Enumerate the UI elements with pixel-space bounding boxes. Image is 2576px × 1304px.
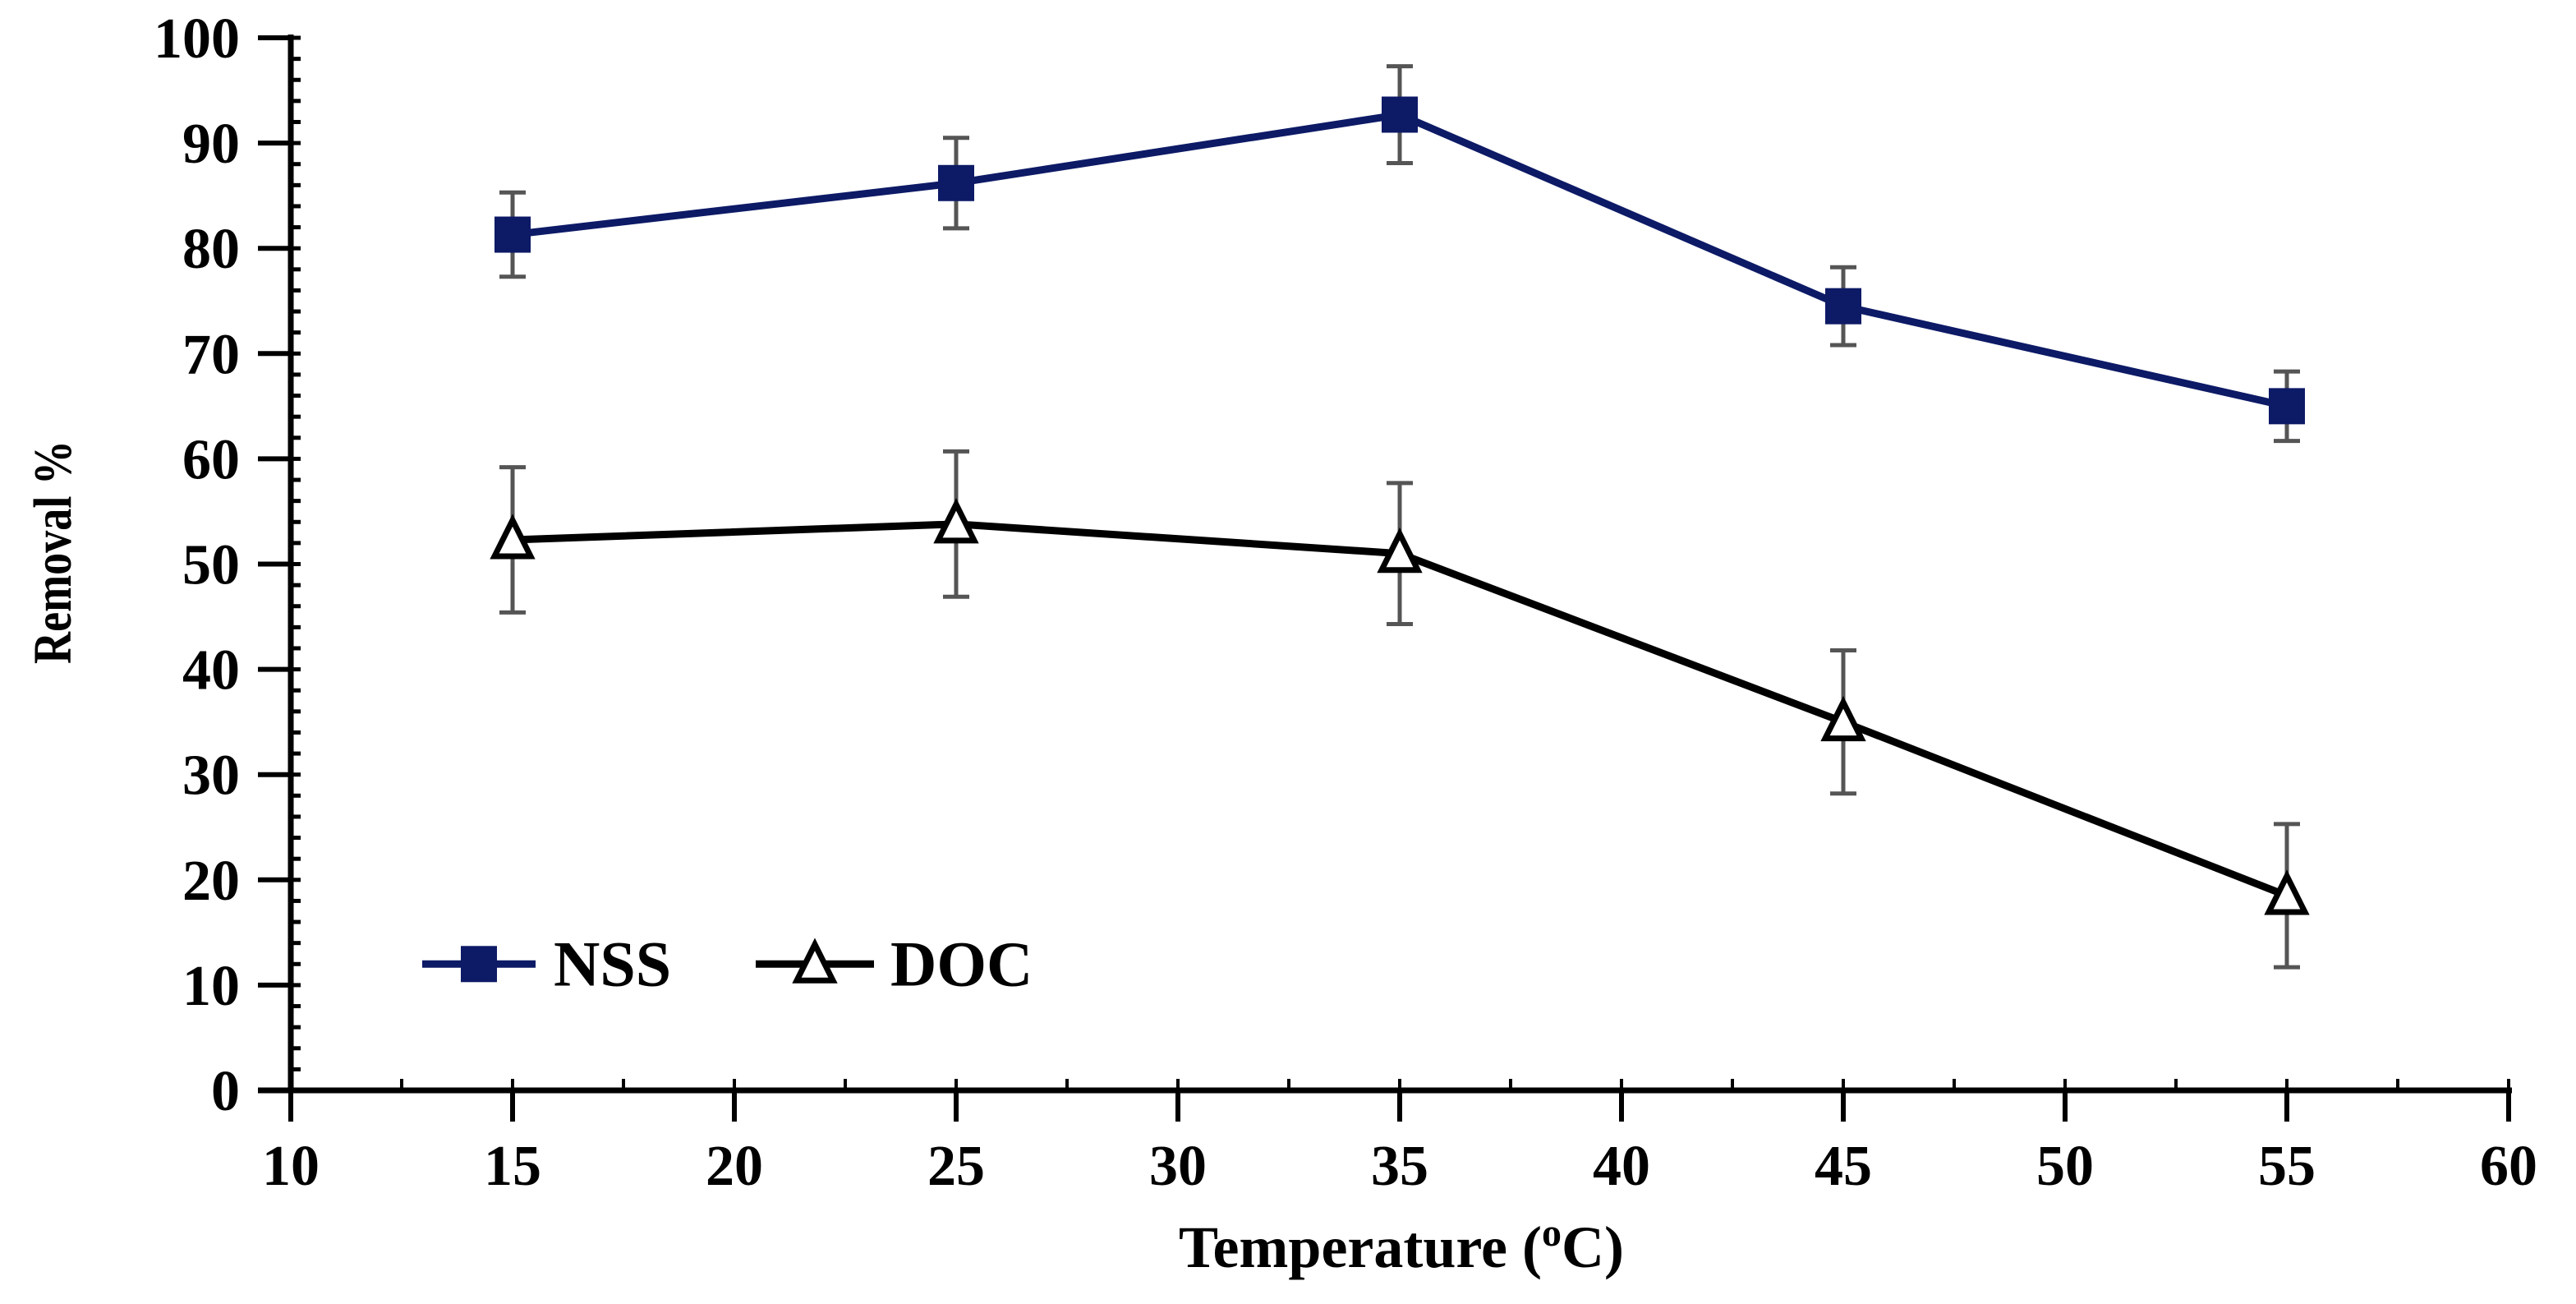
y-tick-label: 10 bbox=[182, 955, 240, 1018]
legend-marker-doc bbox=[792, 938, 838, 984]
data-point-doc bbox=[490, 514, 536, 560]
y-tick-label: 90 bbox=[182, 113, 240, 176]
data-point-nss bbox=[1382, 96, 1418, 133]
y-tick-label: 20 bbox=[182, 850, 240, 913]
data-point-nss bbox=[494, 216, 531, 253]
y-tick-labels: 0 10 20 30 40 50 60 70 80 90 100 bbox=[154, 7, 240, 1123]
x-tick-label: 45 bbox=[1815, 1135, 1872, 1198]
data-point-nss bbox=[938, 164, 974, 201]
x-tick-label: 40 bbox=[1593, 1135, 1650, 1198]
axes bbox=[258, 35, 2512, 1122]
data-point-nss bbox=[2269, 388, 2305, 425]
data-point-doc bbox=[2264, 869, 2310, 915]
legend-marker-nss bbox=[461, 946, 497, 983]
x-tick-label: 15 bbox=[484, 1135, 541, 1198]
data-point-doc bbox=[1820, 695, 1866, 742]
x-axis-title-superscript: o bbox=[1542, 1211, 1562, 1255]
legend-label-nss: NSS bbox=[554, 928, 671, 999]
y-tick-label: 0 bbox=[211, 1060, 240, 1123]
y-tick-label: 30 bbox=[182, 744, 240, 808]
y-tick-label: 50 bbox=[182, 534, 240, 597]
x-tick-label: 50 bbox=[2036, 1135, 2094, 1198]
y-tick-label: 70 bbox=[182, 323, 240, 386]
series-markers bbox=[490, 96, 2310, 915]
x-tick-label: 60 bbox=[2480, 1135, 2537, 1198]
x-axis-title: Temperature (oC) bbox=[1179, 1211, 1624, 1280]
x-tick-label: 10 bbox=[262, 1135, 320, 1198]
x-tick-label: 55 bbox=[2258, 1135, 2316, 1198]
y-tick-label: 60 bbox=[182, 428, 240, 491]
data-point-doc bbox=[933, 497, 979, 544]
x-tick-label: 30 bbox=[1149, 1135, 1207, 1198]
x-tick-label: 20 bbox=[706, 1135, 763, 1198]
y-axis-title: Removal % bbox=[23, 440, 83, 664]
y-tick-label: 100 bbox=[154, 7, 240, 71]
x-tick-labels: 10 15 20 25 30 35 40 45 50 55 60 bbox=[262, 1135, 2537, 1198]
x-tick-label: 35 bbox=[1371, 1135, 1428, 1198]
data-point-nss bbox=[1825, 288, 1861, 325]
y-tick-label: 40 bbox=[182, 639, 240, 703]
legend: NSS DOC bbox=[422, 928, 1033, 999]
x-tick-label: 25 bbox=[927, 1135, 985, 1198]
legend-label-doc: DOC bbox=[890, 928, 1033, 999]
y-tick-label: 80 bbox=[182, 218, 240, 281]
data-point-doc bbox=[1377, 527, 1423, 574]
